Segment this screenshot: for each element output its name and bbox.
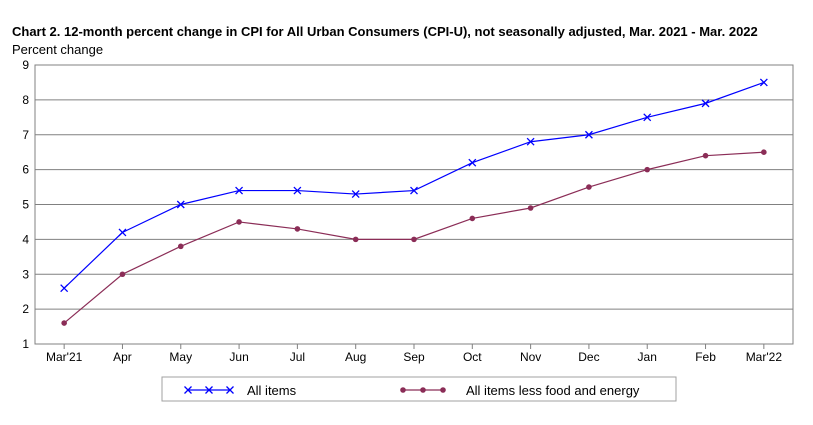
data-point-core: [119, 271, 126, 278]
legend-label-2: All items less food and energy: [466, 383, 640, 398]
y-tick-label: 8: [22, 93, 29, 107]
data-point-all-items: [584, 130, 593, 139]
data-point-core: [586, 184, 592, 190]
x-tick-label: Apr: [113, 350, 132, 364]
legend-marker: [184, 386, 192, 394]
data-point-core: [236, 219, 242, 225]
data-point-core: [294, 226, 301, 232]
x-tick-label: Oct: [463, 350, 482, 364]
data-point-all-items: [701, 99, 710, 108]
x-tick-label: Jul: [290, 350, 305, 364]
x-tick-label: Sep: [403, 350, 425, 364]
data-point-all-items: [235, 186, 244, 195]
y-tick-label: 2: [22, 302, 29, 316]
y-tick-label: 1: [22, 337, 29, 351]
legend-marker: [226, 386, 234, 394]
legend-marker: [400, 387, 406, 393]
y-tick-label: 7: [22, 128, 29, 142]
data-point-core: [469, 215, 476, 222]
legend-marker: [205, 386, 213, 394]
x-tick-label: May: [169, 350, 192, 364]
legend-label-1: All items: [247, 383, 297, 398]
data-point-all-items: [759, 78, 768, 87]
data-point-all-items: [526, 137, 535, 146]
data-point-core: [411, 236, 417, 243]
data-point-all-items: [410, 186, 418, 195]
data-point-all-items: [60, 284, 69, 293]
data-point-core: [61, 320, 67, 326]
data-point-all-items: [293, 186, 302, 195]
y-tick-label: 6: [22, 163, 29, 177]
data-point-core: [644, 166, 651, 173]
x-tick-label: Mar'22: [746, 350, 783, 364]
data-point-all-items: [118, 228, 127, 237]
data-point-all-items: [176, 200, 185, 209]
y-tick-label: 3: [22, 267, 29, 281]
x-tick-label: Nov: [520, 350, 541, 364]
data-point-core: [702, 152, 709, 159]
x-tick-label: Jun: [229, 350, 248, 364]
data-point-all-items: [643, 113, 652, 122]
x-tick-label: Jan: [638, 350, 657, 364]
legend-marker: [420, 387, 426, 393]
x-tick-label: Aug: [345, 350, 366, 364]
x-tick-label: Feb: [695, 350, 716, 364]
y-tick-label: 4: [22, 232, 29, 246]
x-tick-label: Mar'21: [46, 350, 83, 364]
legend-box: [161, 376, 677, 402]
data-point-core: [527, 205, 534, 211]
y-axis-label: Percent change: [12, 42, 104, 57]
data-point-all-items: [468, 158, 477, 167]
data-point-core: [761, 149, 767, 155]
chart-title: Chart 2. 12-month percent change in CPI …: [12, 24, 758, 39]
series-line-1: [63, 81, 765, 289]
x-tick-label: Dec: [578, 350, 599, 364]
legend-marker: [440, 387, 446, 393]
data-point-core: [352, 236, 359, 243]
y-tick-label: 5: [22, 198, 29, 212]
data-point-core: [177, 243, 184, 250]
data-point-all-items: [351, 190, 360, 198]
y-tick-label: 9: [22, 58, 29, 72]
